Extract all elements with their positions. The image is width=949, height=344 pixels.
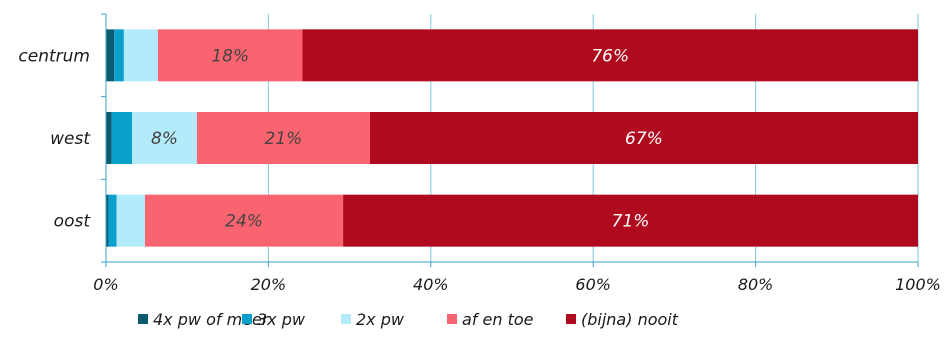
legend-label: 4x pw of meer [153,310,270,329]
bar-segment [196,112,370,164]
category-label: centrum [18,46,90,66]
x-tick-label: 100% [895,275,941,294]
data-label: 21% [265,129,303,149]
legend-label: af en toe [462,310,534,329]
bar-segment [111,112,132,164]
legend-swatch [242,314,252,324]
category-label: west [50,129,91,149]
legend-swatch [566,314,576,324]
bar-segment [116,194,145,247]
bar-segment [114,29,124,82]
legend-swatch [138,314,148,324]
bar-segment [343,194,918,247]
category-label: oost [54,212,92,232]
legend-label: 3x pw [257,310,306,329]
bar-segment [302,29,918,82]
legend-swatch [341,314,351,324]
x-tick-label: 0% [93,275,118,294]
x-tick-label: 20% [251,275,287,294]
bars: 18% 76% 8% 21% 67% 24% 71% [106,29,918,247]
data-label: 67% [625,129,663,149]
bar-segment [157,29,303,82]
bar-segment [106,29,115,82]
data-label: 71% [612,212,650,232]
legend-label: 2x pw [356,310,405,329]
axes: 0% 20% 40% 60% 80% 100% centrum west oost [18,13,941,294]
bar-segment [106,194,109,247]
bar-segment [108,194,117,247]
bar-segment [369,112,918,164]
x-tick-label: 60% [575,275,611,294]
bar-segment [131,112,197,164]
bar-segment [144,194,344,247]
x-tick-label: 40% [413,275,449,294]
data-label: 24% [225,212,263,232]
x-tick-label: 80% [738,275,774,294]
legend-swatch [447,314,457,324]
legend-label: (bijna) nooit [581,310,679,329]
data-label: 18% [211,46,249,66]
bar-segment [106,112,112,164]
data-label: 8% [151,129,178,149]
bar-segment [123,29,158,82]
data-label: 76% [591,46,629,66]
